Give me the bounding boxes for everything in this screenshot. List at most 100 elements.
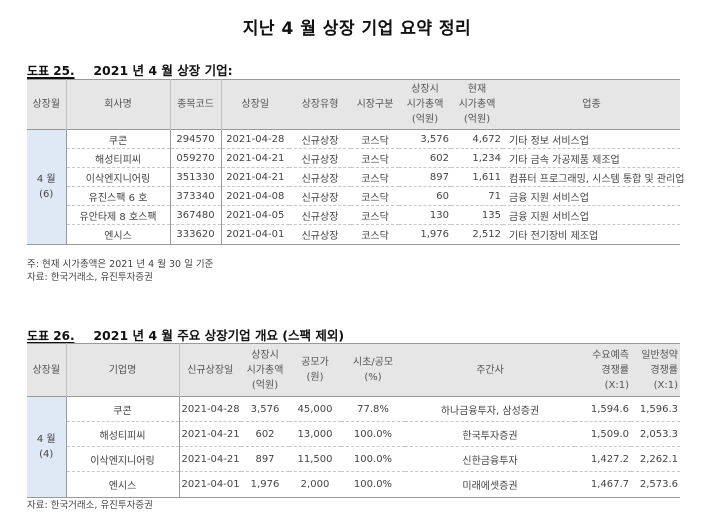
month-label: 4 월 — [36, 174, 56, 185]
market: 코스닥 — [351, 167, 399, 187]
subscription-ratio: 1,596.3 — [631, 396, 680, 422]
header-company: 기업명 — [65, 343, 179, 397]
header-subscription-ratio: 일반청약 경쟁률 (X:1) — [631, 343, 680, 397]
company-name: 해성티피씨 — [66, 148, 170, 168]
month-count: (4) — [39, 449, 54, 460]
subscription-ratio: 2,262.1 — [631, 446, 680, 472]
market: 코스닥 — [351, 186, 399, 206]
header-listing-cap: 상장시 시가총액 (억원) — [241, 343, 289, 397]
header-line: 시가총액 — [406, 99, 444, 110]
header-stock-code: 종목코드 — [169, 79, 221, 130]
header-demand-ratio: 수요예측 경쟁률 (X:1) — [575, 343, 631, 397]
industry: 기타 정보 서비스업 — [503, 129, 680, 149]
company-name: 쿠콘 — [66, 396, 179, 422]
table-row: 해성티피씨 2021-04-21 602 13,000 100.0% 한국투자증… — [27, 421, 680, 447]
table2-title-text: 2021 년 4 월 주요 상장기업 개요 (스팩 제외) — [93, 328, 345, 343]
listing-type: 신규상장 — [289, 167, 351, 187]
table-row: 엔시스 2021-04-01 1,976 2,000 100.0% 미래에셋증권… — [27, 471, 680, 498]
month-cell: 4 월 (6) — [27, 129, 67, 245]
open-ratio: 77.8% — [341, 396, 405, 422]
header-line: 현재 — [467, 84, 487, 95]
demand-ratio: 1,594.6 — [575, 396, 631, 422]
market: 코스닥 — [351, 224, 399, 245]
listing-cap: 3,576 — [241, 396, 289, 422]
header-line: 공모가 — [301, 357, 329, 368]
stock-code: 351330 — [169, 167, 221, 187]
table-row: 해성티피씨 059270 2021-04-21 신규상장 코스닥 602 1,2… — [27, 148, 680, 168]
demand-ratio: 1,509.0 — [575, 421, 631, 447]
table-row: 유안타제 8 호스팩 367480 2021-04-05 신규상장 코스닥 13… — [27, 205, 680, 225]
header-listing-cap: 상장시 시가총액 (억원) — [399, 79, 451, 130]
header-line: (원) — [306, 372, 324, 383]
listing-date: 2021-04-21 — [178, 446, 241, 472]
table-row: 이삭엔지니어링 2021-04-21 897 11,500 100.0% 신한금… — [27, 446, 680, 472]
ipo-list-table: 상장월 회사명 종목코드 상장일 상장유형 시장구분 상장시 시가총액 (억원)… — [27, 79, 684, 245]
table2-fig-number: 도표 26. — [27, 329, 75, 343]
header-line: 경쟁률 — [650, 364, 678, 376]
listing-date: 2021-04-28 — [178, 396, 241, 422]
current-cap: 1,234 — [451, 148, 503, 168]
company-name: 이삭엔지니어링 — [66, 446, 179, 472]
company-name: 유안타제 8 호스팩 — [66, 205, 170, 225]
company-name: 해성티피씨 — [66, 421, 179, 447]
header-line: (X:1) — [604, 379, 629, 391]
header-line: 시가총액 — [458, 99, 496, 110]
header-underwriter: 주간사 — [405, 343, 575, 397]
listing-cap: 1,976 — [241, 471, 289, 498]
stock-code: 373340 — [169, 186, 221, 206]
listing-cap: 897 — [241, 446, 289, 472]
header-line: 상장시 — [411, 84, 439, 95]
table-row: 이삭엔지니어링 351330 2021-04-21 신규상장 코스닥 897 1… — [27, 167, 684, 187]
page-title: 지난 4 월 상장 기업 요약 정리 — [242, 19, 472, 39]
listing-date: 2021-04-28 — [220, 129, 289, 149]
offer-price: 45,000 — [289, 396, 341, 422]
listing-type: 신규상장 — [289, 186, 351, 206]
header-line: (억원) — [411, 114, 439, 125]
listing-type: 신규상장 — [289, 129, 351, 149]
company-name: 엔시스 — [66, 471, 179, 498]
header-offer-price: 공모가 (원) — [289, 343, 341, 397]
stock-code: 367480 — [169, 205, 221, 225]
header-line: (억원) — [251, 379, 279, 391]
header-line: (%) — [364, 372, 382, 383]
company-name: 엔시스 — [66, 224, 170, 245]
header-listing-type: 상장유형 — [289, 79, 351, 130]
listing-date: 2021-04-21 — [220, 148, 289, 168]
listing-cap: 897 — [399, 167, 451, 187]
industry: 컴퓨터 프로그래밍, 시스템 통합 및 관리업 — [503, 167, 684, 187]
table-row: 엔시스 333620 2021-04-01 신규상장 코스닥 1,976 2,5… — [27, 224, 680, 245]
current-cap: 1,611 — [451, 167, 503, 187]
header-line: 일반청약 — [641, 349, 678, 361]
listing-type: 신규상장 — [289, 205, 351, 225]
industry: 기타 금속 가공제품 제조업 — [503, 148, 680, 168]
header-line: (억원) — [463, 114, 491, 125]
header-line: 시초/공모 — [352, 357, 394, 368]
month-count: (6) — [39, 189, 54, 200]
current-cap: 135 — [451, 205, 503, 225]
header-market: 시장구분 — [351, 79, 399, 130]
industry: 금융 지원 서비스업 — [503, 205, 680, 225]
ipo-overview-table: 상장월 기업명 신규상장일 상장시 시가총액 (억원) 공모가 (원) 시초/공… — [27, 343, 680, 498]
market: 코스닥 — [351, 148, 399, 168]
demand-ratio: 1,467.7 — [575, 471, 631, 498]
table-row: 4 월 (6) 쿠콘 294570 2021-04-28 신규상장 코스닥 3,… — [27, 129, 680, 245]
table-row: 4 월 (4) 쿠콘 2021-04-28 3,576 45,000 77.8%… — [27, 396, 680, 498]
listing-date: 2021-04-01 — [178, 471, 241, 498]
table1-title-text: 2021 년 4 월 상장 기업: — [93, 63, 233, 78]
table1-title: 도표 25. 2021 년 4 월 상장 기업: — [27, 60, 233, 79]
month-label: 4 월 — [36, 434, 56, 445]
underwriter: 하나금융투자, 삼성증권 — [405, 396, 575, 422]
underwriter: 한국투자증권 — [405, 421, 575, 447]
header-company: 회사명 — [65, 79, 170, 130]
underwriter: 미래에셋증권 — [405, 471, 575, 498]
listing-date: 2021-04-21 — [220, 167, 289, 187]
industry: 금융 지원 서비스업 — [503, 186, 680, 206]
company-name: 유진스팩 6 호 — [66, 186, 170, 206]
header-listing-date: 신규상장일 — [178, 343, 241, 397]
table2-source: 자료: 한국거래소, 유진투자증권 — [27, 500, 153, 511]
current-cap: 4,672 — [451, 129, 503, 149]
header-line: 시가총액 — [246, 364, 284, 376]
subscription-ratio: 2,573.6 — [631, 471, 680, 498]
listing-cap: 130 — [399, 205, 451, 225]
company-name: 쿠콘 — [66, 129, 170, 149]
